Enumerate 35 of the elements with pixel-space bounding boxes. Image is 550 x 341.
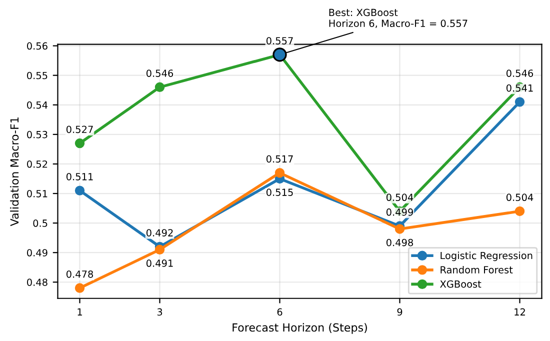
- y-axis-title: Validation Macro-F1: [10, 118, 19, 226]
- data-label: 0.557: [266, 37, 293, 44]
- data-label: 0.527: [66, 126, 93, 134]
- data-label: 0.478: [66, 270, 93, 278]
- x-tick-label: 3: [157, 308, 162, 316]
- data-label: 0.515: [266, 188, 293, 196]
- x-tick-label: 9: [397, 308, 402, 316]
- y-tick-label: 0.5: [33, 220, 48, 227]
- data-label: 0.492: [146, 229, 173, 236]
- y-tick-label: 0.53: [27, 130, 48, 138]
- y-tick-label: 0.56: [27, 42, 48, 50]
- data-label: 0.499: [386, 208, 413, 216]
- x-tick-label: 6: [277, 308, 282, 316]
- data-label: 0.504: [386, 194, 414, 202]
- data-label: 0.511: [66, 172, 93, 180]
- y-tick-label: 0.54: [27, 101, 48, 109]
- data-label: 0.546: [146, 70, 174, 77]
- data-label: 0.541: [506, 84, 533, 92]
- y-tick-label: 0.52: [27, 160, 48, 168]
- y-tick-label: 0.51: [27, 190, 48, 198]
- y-tick-label: 0.55: [27, 72, 48, 80]
- annotation: Best: XGBoost Horizon 6, Macro-F1 = 0.557: [329, 8, 468, 28]
- legend-label: XGBoost: [440, 280, 482, 288]
- data-label: 0.504: [506, 194, 534, 202]
- x-axis-title: Forecast Horizon (Steps): [232, 323, 367, 334]
- x-tick-label: 12: [514, 308, 525, 316]
- y-tick-label: 0.49: [27, 249, 48, 256]
- data-label: 0.546: [506, 70, 534, 77]
- data-label: 0.517: [266, 155, 293, 163]
- data-label: 0.498: [386, 238, 413, 246]
- x-tick-label: 1: [78, 308, 82, 316]
- y-tick-label: 0.48: [27, 278, 48, 286]
- legend-label: Random Forest: [440, 266, 513, 274]
- data-label: 0.491: [146, 260, 173, 267]
- legend-label: Logistic Regression: [440, 252, 532, 262]
